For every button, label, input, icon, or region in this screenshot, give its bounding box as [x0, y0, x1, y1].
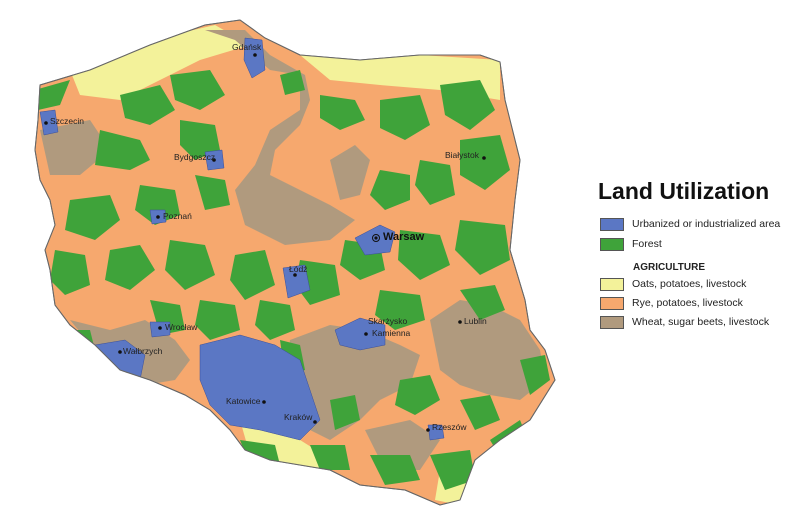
city-label: Szczecin [50, 116, 84, 126]
legend-item-urban: Urbanized or industrialized area [600, 216, 780, 232]
country-border [34, 19, 556, 506]
urban-regions [39, 37, 445, 441]
city-gdansk: Gdańsk [232, 42, 262, 57]
city-katowice: Katowice [226, 396, 266, 406]
city-label: Lublin [464, 316, 487, 326]
legend-label: Urbanized or industrialized area [632, 218, 781, 230]
city-label: Bydgoszcz [174, 152, 215, 162]
city-lodz: Łódź [289, 264, 307, 277]
city-wroclaw: Wrocław [158, 322, 198, 332]
city-szczecin: Szczecin [44, 116, 84, 126]
legend-label: Wheat, sugar beets, livestock [632, 316, 770, 328]
forest-regions [35, 70, 550, 490]
city-krakow: Kraków [284, 412, 317, 424]
city-bydgoszcz: Bydgoszcz [174, 152, 216, 162]
city-poznan: Poznań [156, 211, 192, 221]
legend-item-forest: Forest [600, 236, 662, 252]
city-warsaw: Warsaw [372, 231, 425, 243]
city-label: Kamienna [372, 328, 411, 338]
legend-swatch-rye [600, 296, 624, 310]
city-bialystok: Białystok [445, 150, 486, 160]
legend-title: Land Utilization [598, 178, 770, 204]
legend-swatch-urban [600, 217, 624, 231]
legend-swatch-wheat [600, 315, 624, 329]
city-label: Poznań [163, 211, 192, 221]
city-skarzysko: Skarżysko Kamienna [364, 316, 411, 338]
legend-item-oats: Oats, potatoes, livestock [600, 276, 746, 292]
city-rzeszow: Rzeszów [426, 422, 467, 432]
legend-swatch-oats [600, 277, 624, 291]
legend-item-wheat: Wheat, sugar beets, livestock [600, 314, 769, 330]
legend-label: Rye, potatoes, livestock [632, 297, 743, 309]
city-label: Białystok [445, 150, 480, 160]
city-walbrzych: Wałbrzych [118, 346, 163, 356]
city-label: Wałbrzych [123, 346, 163, 356]
city-lublin: Lublin [458, 316, 487, 326]
city-label: Katowice [226, 396, 261, 406]
city-label: Wrocław [165, 322, 198, 332]
city-label: Gdańsk [232, 42, 262, 52]
city-label: Rzeszów [432, 422, 467, 432]
city-label: Skarżysko [368, 316, 407, 326]
legend-heading-agriculture: AGRICULTURE [633, 262, 706, 273]
city-label: Łódź [289, 264, 307, 274]
city-label: Warsaw [383, 231, 425, 243]
legend-label: Oats, potatoes, livestock [632, 278, 747, 290]
legend-swatch-forest [600, 237, 624, 251]
city-label: Kraków [284, 412, 313, 422]
legend-item-rye: Rye, potatoes, livestock [600, 295, 743, 311]
legend-label: Forest [632, 238, 662, 250]
